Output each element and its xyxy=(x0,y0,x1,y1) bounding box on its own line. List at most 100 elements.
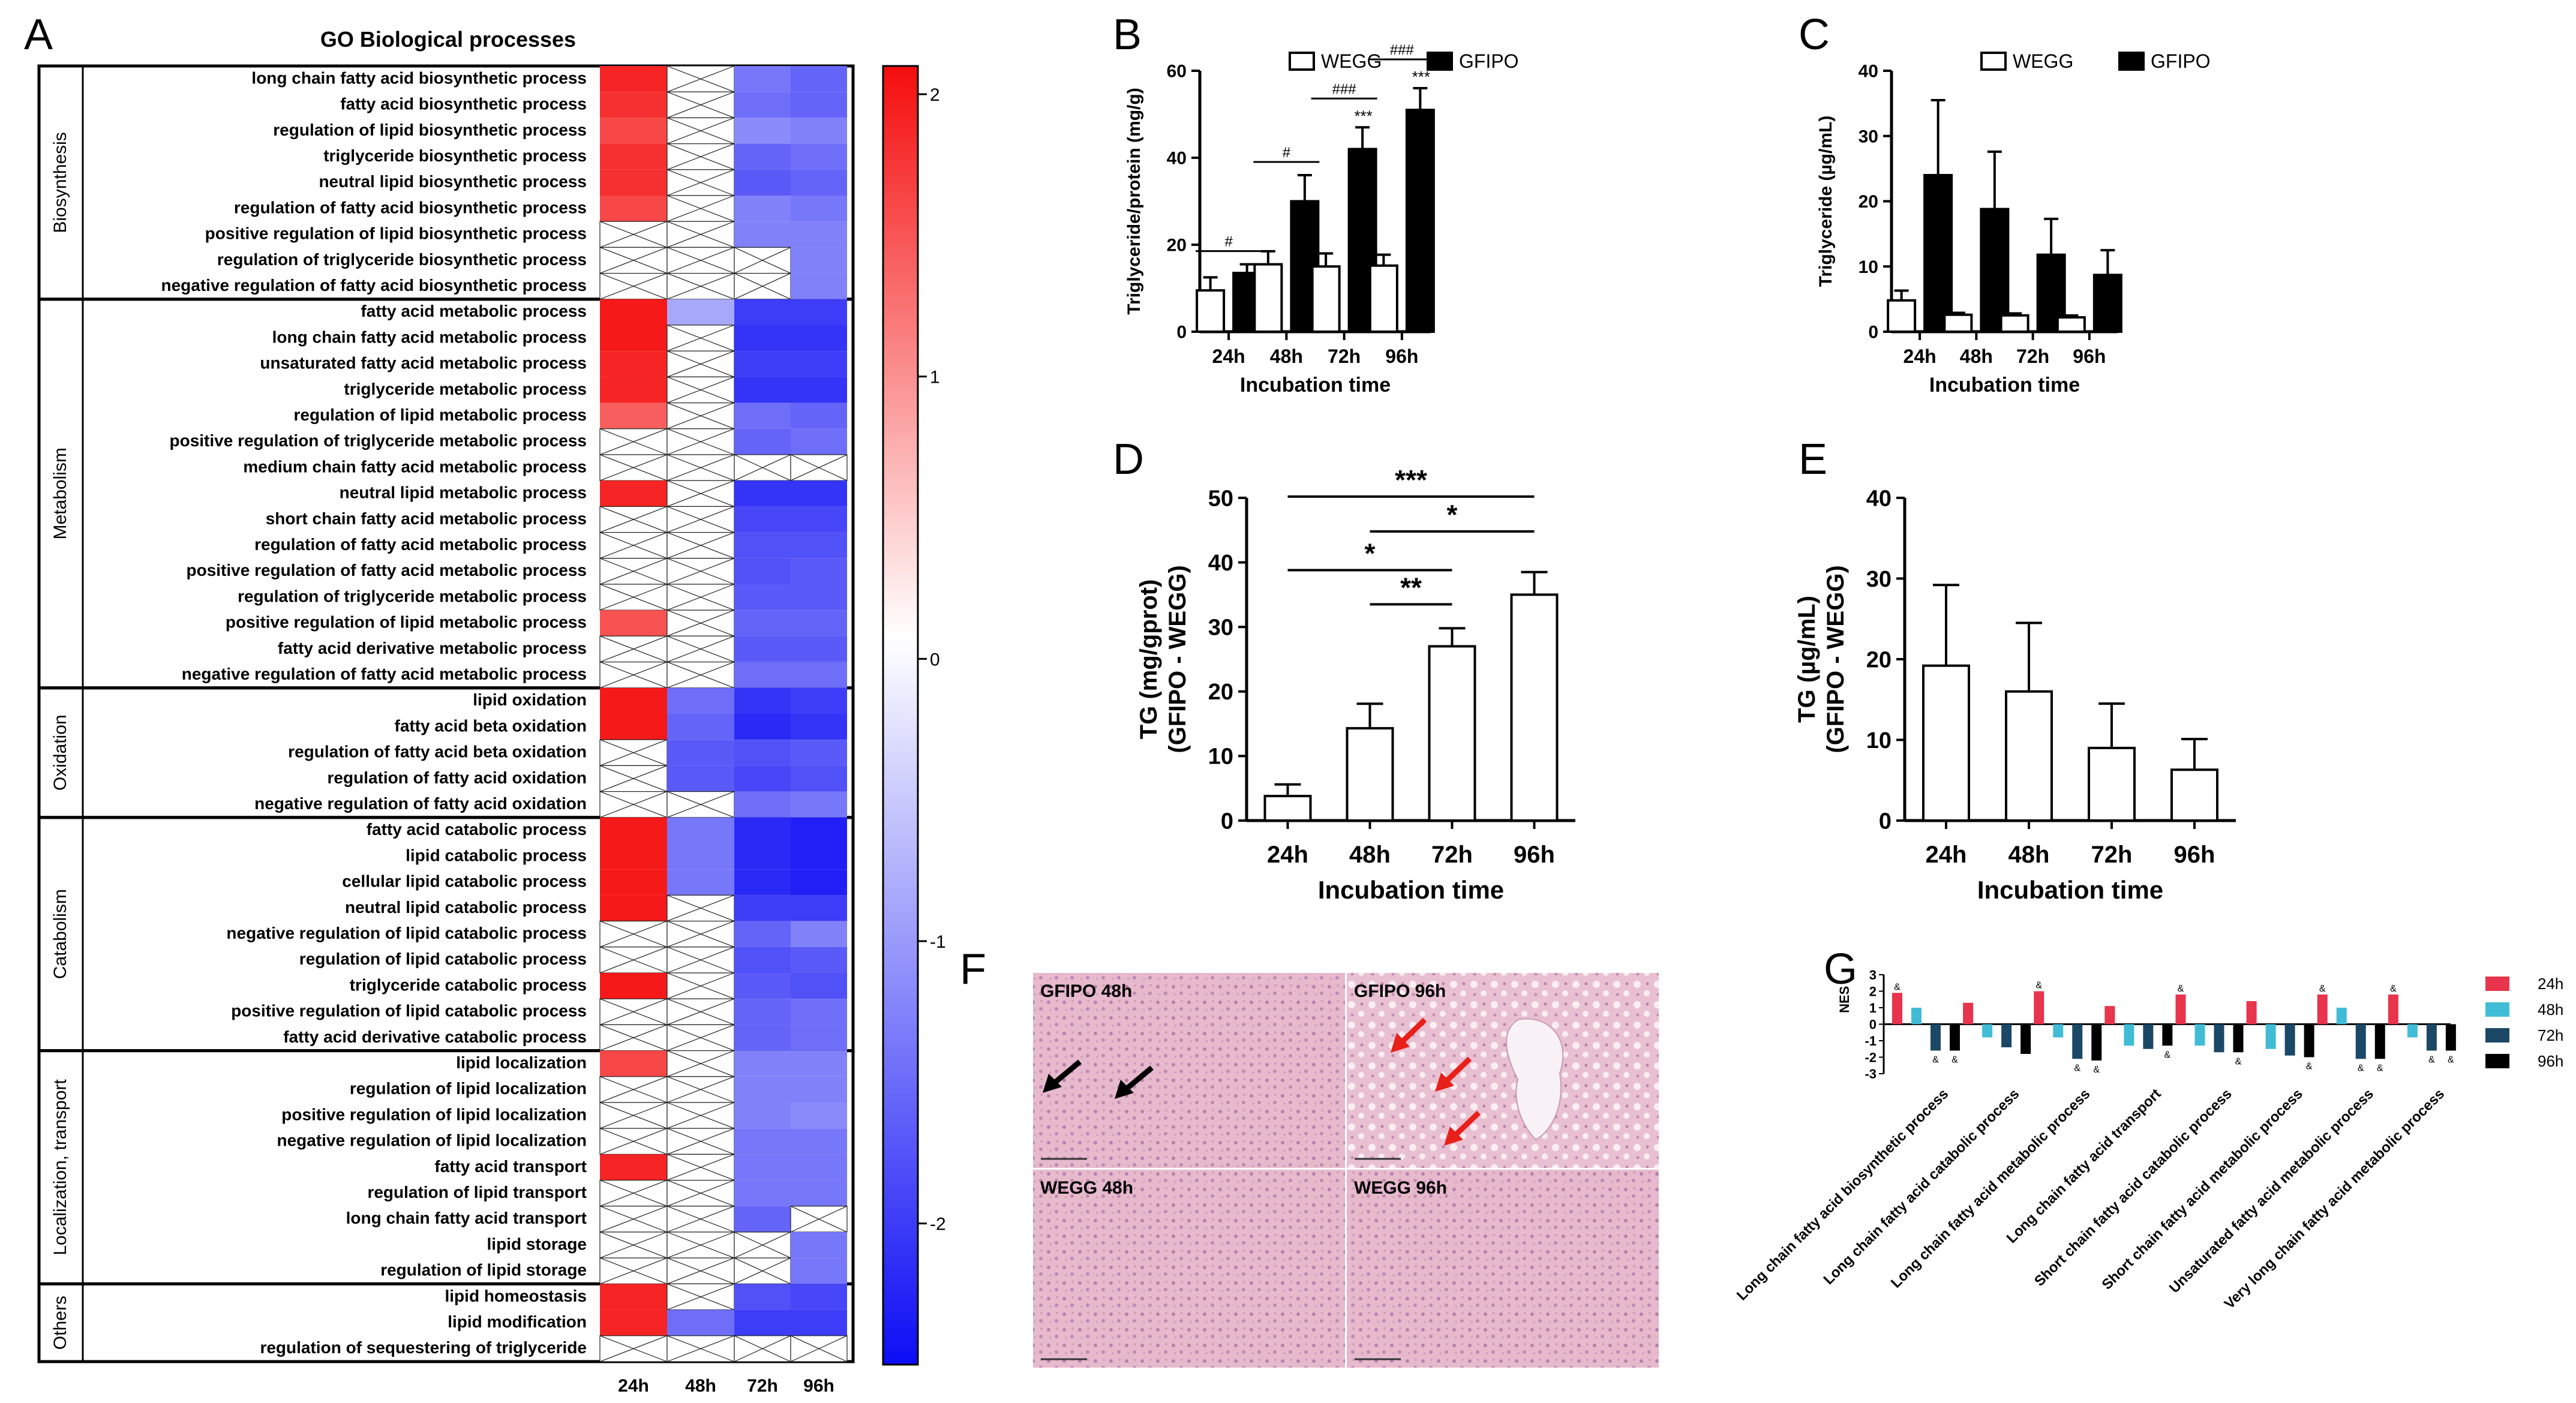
heatmap-cell xyxy=(791,196,847,222)
nes-bar-96h xyxy=(1950,1024,1960,1051)
heatmap-cell-cross xyxy=(599,584,668,611)
nes-bar-72h xyxy=(2284,1024,2295,1056)
heatmap-cell xyxy=(667,765,734,792)
heatmap-cell-cross xyxy=(666,350,735,377)
arrow-black-head xyxy=(1115,1080,1134,1099)
bar-gfipo xyxy=(1980,208,2010,333)
heatmap-row-label: cellular lipid catabolic process xyxy=(342,872,587,891)
heatmap-cell xyxy=(791,636,847,662)
heatmap-cell-cross xyxy=(666,1180,735,1207)
x-tick-label: 48h xyxy=(2008,842,2050,868)
x-tick-label: 24h xyxy=(1267,842,1308,868)
amp-mark: & xyxy=(1932,1055,1939,1065)
nes-bar-24h xyxy=(1963,1002,1974,1025)
heatmap-row-label: regulation of sequestering of triglyceri… xyxy=(260,1338,587,1357)
heatmap-cell-cross xyxy=(734,273,791,300)
heatmap-cell-cross xyxy=(666,169,735,196)
heatmap-cell-cross xyxy=(666,117,735,145)
heatmap-cell-cross xyxy=(599,1128,668,1155)
heatmap-cell xyxy=(734,791,791,818)
heatmap-cell-cross xyxy=(666,402,735,429)
y-tick-label: 0 xyxy=(1176,323,1187,343)
x-tick-label: 72h xyxy=(2091,842,2133,868)
heatmap-row-label: fatty acid derivative metabolic process xyxy=(278,639,587,657)
bar xyxy=(1346,727,1394,822)
heatmap-row-label: regulation of lipid metabolic process xyxy=(293,405,587,424)
nes-bar-48h xyxy=(1911,1008,1922,1025)
legend-swatch xyxy=(2485,1002,2509,1017)
heatmap-column-label: 48h xyxy=(685,1376,716,1396)
heatmap-cell-cross xyxy=(666,584,735,611)
nes-bar-24h xyxy=(2388,995,2398,1025)
y-axis-label-line2: (GFIPO - WEGG) xyxy=(1823,565,1849,753)
panel-label-d: D xyxy=(1113,435,1144,483)
heatmap-cell-cross xyxy=(599,1180,668,1207)
panel-label-b: B xyxy=(1113,11,1142,59)
legend-swatch xyxy=(2485,1054,2509,1068)
heatmap-row-label: short chain fatty acid metabolic process xyxy=(266,509,587,528)
heatmap-row-label: lipid catabolic process xyxy=(406,846,587,864)
heatmap-cell xyxy=(791,947,847,973)
significance-hash: ### xyxy=(1390,42,1415,58)
heatmap-cell-cross xyxy=(666,454,735,481)
heatmap-cell xyxy=(667,714,734,740)
heatmap-cell-cross xyxy=(666,428,735,455)
arrow-red-head xyxy=(1444,1126,1463,1146)
heatmap-group-box xyxy=(37,1282,855,1363)
nes-bar-72h xyxy=(2001,1024,2012,1047)
bar-gfipo xyxy=(1923,174,1953,333)
bar xyxy=(2170,768,2218,822)
heatmap-cell xyxy=(734,325,791,351)
nes-bar-24h xyxy=(1892,993,1902,1025)
heatmap-cell xyxy=(791,118,847,144)
heatmap-cell-cross xyxy=(599,791,668,818)
heatmap-row-label: regulation of fatty acid beta oxidation xyxy=(288,743,587,761)
bar-chart-c: 0 10 20 30 40 24h 48h 72h 96h WEGG GFIPO Incubation… xyxy=(1816,50,2211,396)
nes-bar-24h xyxy=(2175,995,2186,1025)
y-tick-label: 50 xyxy=(1208,486,1233,511)
heatmap-cell-cross xyxy=(599,1257,668,1284)
bar-gfipo xyxy=(1347,148,1377,333)
heatmap-cell xyxy=(734,584,791,611)
nes-bar-24h xyxy=(2104,1006,2115,1025)
panel-label-a: A xyxy=(24,11,53,59)
heatmap-cell xyxy=(734,1154,791,1180)
heatmap-cell xyxy=(791,973,847,999)
heatmap-cell xyxy=(600,299,667,325)
heatmap-row-label: triglyceride biosynthetic process xyxy=(323,146,587,165)
heatmap-cell-cross xyxy=(734,1335,791,1362)
heatmap-cell xyxy=(791,1309,847,1336)
heatmap-cell xyxy=(667,1309,734,1336)
heatmap-row-label: positive regulation of lipid metabolic p… xyxy=(226,613,587,632)
heatmap-cell-cross xyxy=(666,506,735,533)
x-tick-label: 96h xyxy=(2073,346,2106,367)
bar-wegg xyxy=(1368,264,1398,333)
x-tick-label: 96h xyxy=(1385,346,1418,367)
bar xyxy=(1922,664,1970,822)
y-tick-label: 40 xyxy=(1167,149,1187,169)
y-tick-label: -1 xyxy=(1865,1034,1877,1049)
heatmap-cell xyxy=(734,947,791,973)
heatmap-column-label: 96h xyxy=(803,1376,834,1396)
heatmap-cell xyxy=(791,325,847,351)
significance-hash: # xyxy=(1283,145,1291,161)
x-tick-label: 24h xyxy=(1212,346,1245,367)
heatmap-cell xyxy=(600,714,667,740)
heatmap-row-label: regulation of lipid localization xyxy=(350,1079,587,1098)
panel-label-c: C xyxy=(1799,11,1830,59)
y-tick-label: 1 xyxy=(1869,1001,1877,1016)
panel-label-g: G xyxy=(1824,945,1857,993)
heatmap-cell-cross xyxy=(734,247,791,274)
heatmap-row-label: fatty acid biosynthetic process xyxy=(340,95,587,113)
heatmap-row-label: lipid storage xyxy=(487,1234,587,1253)
x-axis-label: Incubation time xyxy=(1977,876,2163,904)
heatmap-row-label: regulation of triglyceride biosynthetic … xyxy=(217,250,587,269)
heatmap-cell xyxy=(791,273,847,299)
nes-bar-24h xyxy=(2034,991,2044,1025)
heatmap-cell xyxy=(600,402,667,429)
heatmap-cell xyxy=(734,532,791,558)
heatmap-cell-cross xyxy=(666,947,735,974)
heatmap-cell xyxy=(791,169,847,196)
heatmap-cell-cross xyxy=(666,972,735,999)
bar-gfipo xyxy=(2092,274,2122,334)
